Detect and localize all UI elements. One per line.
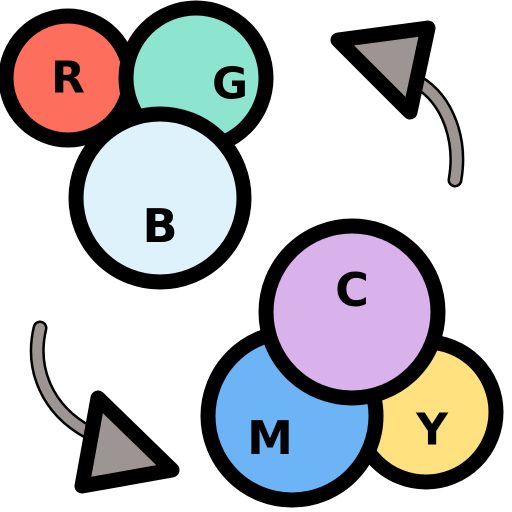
letter-r: R	[51, 53, 85, 104]
letter-c: C	[335, 263, 369, 317]
letter-y: Y	[415, 405, 449, 456]
letter-b: B	[142, 199, 177, 253]
arrow-up-left-icon	[330, 20, 465, 188]
cyan-circle: C	[258, 218, 446, 406]
letter-m: M	[247, 411, 293, 465]
letter-g: G	[212, 59, 248, 110]
rgb-group: R G B	[0, 0, 274, 290]
arrow-down-right-icon	[29, 320, 180, 494]
cmy-group: Y M C	[200, 218, 504, 508]
blue-circle: B	[68, 106, 252, 290]
